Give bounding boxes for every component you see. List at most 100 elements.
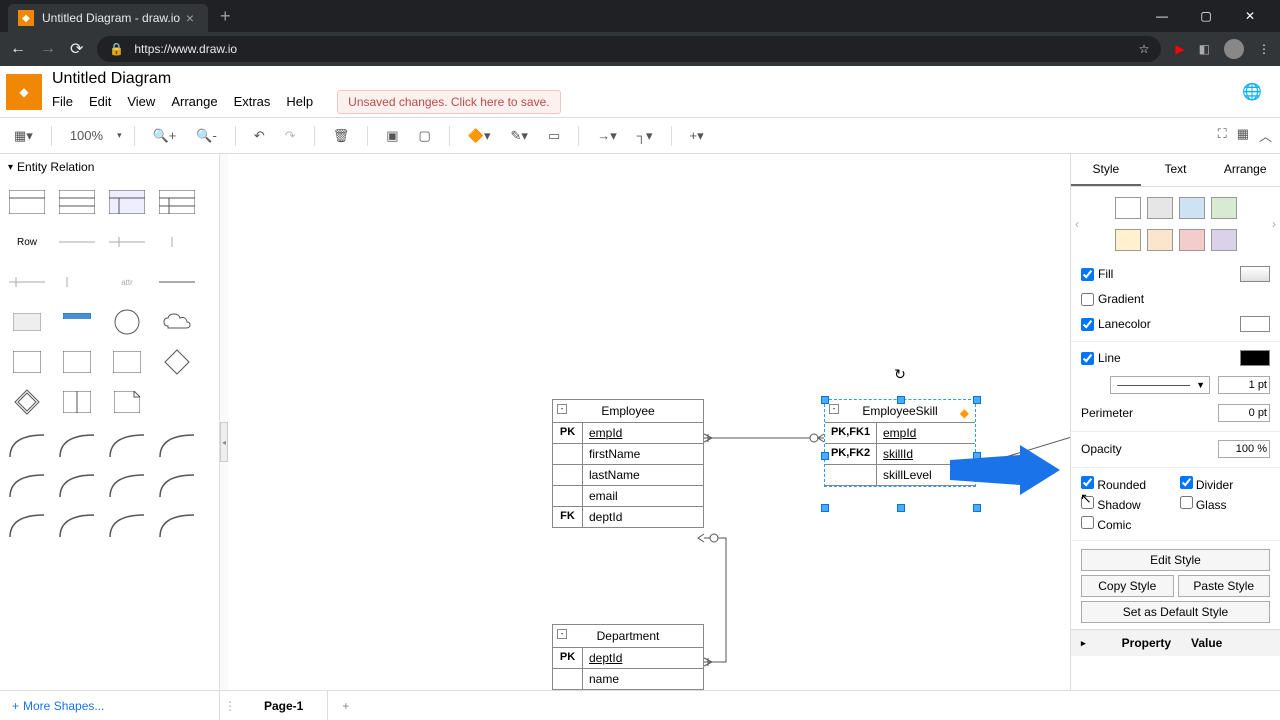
canvas[interactable]: -EmployeePKempIdfirstNamelastNameemailFK… [220, 154, 1070, 690]
conn-4[interactable] [156, 430, 198, 462]
star-icon[interactable]: ☆ [1139, 42, 1150, 56]
collapse-icon[interactable]: ︿ [1259, 126, 1272, 145]
fullscreen-icon[interactable]: ⛶ [1218, 126, 1227, 145]
menu-extras[interactable]: Extras [234, 94, 271, 109]
shape-ent3[interactable] [106, 346, 148, 378]
color-swatch[interactable] [1147, 229, 1173, 251]
profile-avatar[interactable] [1224, 39, 1244, 59]
selection-handle[interactable] [897, 396, 905, 404]
redo-icon[interactable]: ↷ [279, 126, 302, 146]
zoom-out-icon[interactable]: 🔍- [190, 126, 223, 146]
shape-diamond2[interactable] [6, 386, 48, 418]
swatch-next-icon[interactable]: › [1268, 217, 1280, 231]
shadow-checkbox[interactable]: Shadow [1081, 496, 1172, 512]
add-page-button[interactable]: + [328, 699, 363, 713]
tab-text[interactable]: Text [1141, 154, 1211, 186]
entity-department[interactable]: -DepartmentPKdeptIdnamephone [552, 624, 704, 690]
conn-1[interactable] [6, 430, 48, 462]
shape-table4[interactable] [156, 186, 198, 218]
gradient-checkbox[interactable]: Gradient [1081, 292, 1144, 306]
address-bar[interactable]: 🔒 https://www.draw.io ☆ [97, 36, 1161, 62]
close-window-icon[interactable]: ✕ [1228, 0, 1272, 32]
document-title[interactable]: Untitled Diagram [52, 70, 561, 88]
shadow-icon[interactable]: ▭ [542, 126, 566, 146]
shape-table3[interactable] [106, 186, 148, 218]
shape-table1[interactable] [6, 186, 48, 218]
shape-row4[interactable] [156, 226, 198, 258]
fill-color-icon[interactable]: 🔶▾ [462, 126, 497, 146]
selection-handle[interactable] [821, 452, 829, 460]
pages-menu-icon[interactable]: ⋮ [220, 699, 240, 713]
conn-11[interactable] [106, 510, 148, 542]
to-front-icon[interactable]: ▣ [380, 126, 404, 146]
shape-diamond[interactable] [156, 346, 198, 378]
conn-8[interactable] [156, 470, 198, 502]
divider-checkbox[interactable]: Divider [1180, 476, 1271, 492]
line-color-icon[interactable]: ✎▾ [505, 126, 534, 146]
color-swatch[interactable] [1115, 229, 1141, 251]
conn-7[interactable] [106, 470, 148, 502]
zoom-in-icon[interactable]: 🔍+ [147, 126, 183, 146]
conn-12[interactable] [156, 510, 198, 542]
conn-5[interactable] [6, 470, 48, 502]
view-mode-icon[interactable]: ▦▾ [8, 126, 39, 146]
sidebar-collapse-handle[interactable]: ◂ [220, 422, 228, 462]
conn-2[interactable] [56, 430, 98, 462]
shape-hr[interactable] [156, 266, 198, 298]
browser-tab[interactable]: ◆ Untitled Diagram - draw.io × [8, 4, 208, 32]
line-width-input[interactable] [1218, 376, 1270, 394]
default-style-button[interactable]: Set as Default Style [1081, 601, 1270, 623]
perimeter-input[interactable] [1218, 404, 1270, 422]
maximize-icon[interactable]: ▢ [1184, 0, 1228, 32]
shape-row6[interactable] [56, 266, 98, 298]
collapse-icon[interactable]: - [829, 404, 839, 414]
copy-style-button[interactable]: Copy Style [1081, 575, 1174, 597]
menu-help[interactable]: Help [286, 94, 313, 109]
rounded-checkbox[interactable]: Rounded [1081, 476, 1172, 492]
lanecolor-checkbox[interactable]: Lanecolor [1081, 317, 1151, 331]
unsaved-warning[interactable]: Unsaved changes. Click here to save. [337, 90, 560, 114]
line-style-select[interactable]: ▼ [1110, 376, 1210, 394]
reload-icon[interactable]: ⟳ [70, 39, 83, 59]
conn-6[interactable] [56, 470, 98, 502]
insert-icon[interactable]: +▾ [684, 126, 710, 146]
extension-icon[interactable]: ◧ [1199, 42, 1210, 56]
shape-box1[interactable] [6, 306, 48, 338]
shape-row7[interactable]: attr [106, 266, 148, 298]
color-swatch[interactable] [1179, 229, 1205, 251]
entity-employeeSkill[interactable]: -EmployeeSkill◆PK,FK1empIdPK,FK2skillIds… [824, 399, 976, 487]
shape-box2[interactable] [56, 306, 98, 338]
collapse-icon[interactable]: - [557, 629, 567, 639]
shape-multi[interactable] [56, 386, 98, 418]
close-tab-icon[interactable]: × [182, 10, 198, 26]
conn-9[interactable] [6, 510, 48, 542]
shape-row[interactable]: Row [6, 226, 48, 258]
zoom-level[interactable]: 100% [64, 126, 109, 145]
shape-cloud[interactable] [156, 306, 198, 338]
color-swatch[interactable] [1211, 229, 1237, 251]
shape-note[interactable] [106, 386, 148, 418]
minimize-icon[interactable]: — [1140, 0, 1184, 32]
undo-icon[interactable]: ↶ [248, 126, 271, 146]
comic-checkbox[interactable]: Comic [1081, 516, 1172, 532]
color-swatch[interactable] [1115, 197, 1141, 219]
selection-handle[interactable] [821, 396, 829, 404]
rotate-handle[interactable]: ↻ [894, 366, 906, 383]
youtube-icon[interactable]: ▶ [1175, 42, 1184, 56]
glass-checkbox[interactable]: Glass [1180, 496, 1271, 512]
delete-icon[interactable]: 🗑 [327, 126, 356, 146]
selection-handle[interactable] [897, 504, 905, 512]
menu-file[interactable]: File [52, 94, 73, 109]
selection-handle[interactable] [821, 504, 829, 512]
shape-row2[interactable] [56, 226, 98, 258]
conn-10[interactable] [56, 510, 98, 542]
line-checkbox[interactable]: Line [1081, 351, 1121, 365]
shape-ent1[interactable] [6, 346, 48, 378]
conn-3[interactable] [106, 430, 148, 462]
connection-icon[interactable]: →▾ [591, 126, 623, 146]
fill-color-box[interactable] [1240, 266, 1270, 282]
waypoint-icon[interactable]: ┐▾ [631, 126, 659, 146]
tab-arrange[interactable]: Arrange [1210, 154, 1280, 186]
line-color-box[interactable] [1240, 350, 1270, 366]
menu-arrange[interactable]: Arrange [171, 94, 217, 109]
